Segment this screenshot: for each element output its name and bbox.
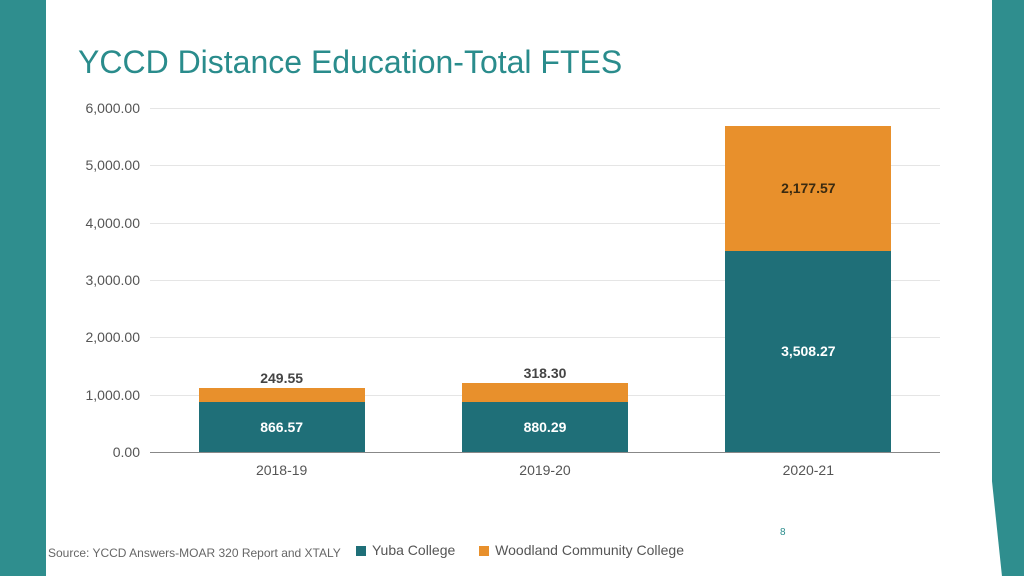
y-axis-label: 6,000.00 (60, 100, 140, 116)
ftes-chart: 0.00 1,000.00 2,000.00 3,000.00 4,000.00 5,00… (60, 108, 960, 488)
y-axis-label: 2,000.00 (60, 329, 140, 345)
bar-value-label: 318.30 (462, 365, 628, 383)
bar-group: 3,508.272,177.572020-21 (725, 108, 891, 452)
page-number: 8 (780, 527, 786, 538)
y-axis-label: 1,000.00 (60, 387, 140, 403)
page-title: YCCD Distance Education-Total FTES (78, 44, 622, 81)
x-axis-label: 2019-20 (519, 462, 570, 478)
slide-accent-right (992, 0, 1024, 576)
y-axis-label: 0.00 (60, 444, 140, 460)
y-axis-label: 5,000.00 (60, 157, 140, 173)
legend-label-yuba: Yuba College (372, 542, 455, 558)
y-axis-label: 4,000.00 (60, 215, 140, 231)
bar-group: 866.57249.552018-19 (199, 108, 365, 452)
legend-label-woodland: Woodland Community College (495, 542, 684, 558)
legend-swatch-woodland (479, 546, 489, 556)
x-axis-label: 2020-21 (783, 462, 834, 478)
bar-segment-yuba: 880.29 (462, 402, 628, 452)
legend-swatch-yuba (356, 546, 366, 556)
bar-value-label: 249.55 (199, 370, 365, 388)
bar-group: 880.29318.302019-20 (462, 108, 628, 452)
bar-segment-woodland: 318.30 (462, 383, 628, 401)
x-axis-label: 2018-19 (256, 462, 307, 478)
bar-segment-woodland: 2,177.57 (725, 126, 891, 251)
slide-accent-left (0, 0, 46, 576)
source-citation: Source: YCCD Answers-MOAR 320 Report and… (48, 546, 341, 560)
bar-segment-yuba: 3,508.27 (725, 251, 891, 452)
bar-segment-yuba: 866.57 (199, 402, 365, 452)
y-axis-label: 3,000.00 (60, 272, 140, 288)
plot-area: 0.001,000.002,000.003,000.004,000.005,00… (150, 108, 940, 452)
bar-segment-woodland: 249.55 (199, 388, 365, 402)
gridline (150, 452, 940, 453)
